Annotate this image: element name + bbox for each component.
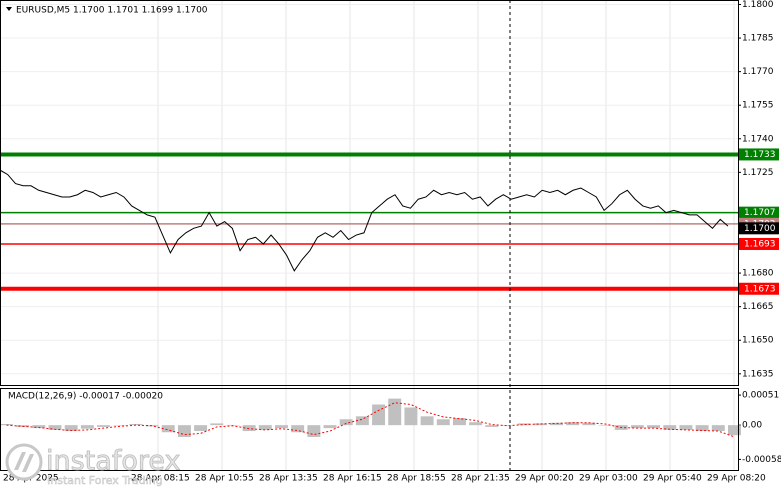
macd-bar <box>630 425 644 429</box>
y-tick-label: 1.1785 <box>742 34 774 44</box>
y-tick-label: 1.1635 <box>742 369 774 379</box>
macd-bar <box>258 425 272 430</box>
macd-bar <box>275 425 288 429</box>
y-tick-label: 1.1770 <box>742 67 774 77</box>
level-label-box <box>739 237 779 250</box>
macd-bar <box>113 425 127 426</box>
level-label: 1.1733 <box>744 150 776 160</box>
logo-stripes <box>14 452 34 472</box>
macd-bar <box>242 425 256 432</box>
level-label-box <box>739 222 779 235</box>
macd-bar <box>64 425 78 432</box>
level-label-box <box>739 206 779 219</box>
macd-bar <box>32 425 46 429</box>
macd-bar <box>291 425 305 433</box>
macd-bar <box>129 423 143 426</box>
y-tick-label: 1.1755 <box>742 101 774 111</box>
x-tick-label: 28 Apr 10:55 <box>195 474 254 484</box>
y-tick-label: 1.1650 <box>742 336 774 346</box>
macd-bar <box>728 425 741 436</box>
watermark-tagline: Instant Forex Trading <box>47 474 163 487</box>
y-tick-label: 0.00051 <box>742 391 779 401</box>
macd-bar <box>80 425 94 429</box>
macd-bar <box>647 425 661 429</box>
y-tick-label: 1.1800 <box>742 0 774 10</box>
macd-bar <box>550 422 563 426</box>
y-tick-label: 1.1725 <box>742 168 774 178</box>
macd-frame <box>0 388 739 471</box>
macd-bar <box>97 425 111 427</box>
macd-bar <box>582 422 596 426</box>
level-label: 1.1693 <box>744 239 776 249</box>
x-tick-label: 29 Apr 03:00 <box>579 474 638 484</box>
macd-bar <box>485 425 499 427</box>
x-tick-label: 28 Apr 16:15 <box>323 474 382 484</box>
macd-bar <box>307 425 321 437</box>
macd-bar <box>339 419 353 426</box>
x-tick-label: 28 Apr 08:15 <box>131 474 190 484</box>
macd-bar <box>355 416 369 426</box>
price-line <box>0 169 729 272</box>
macd-bar <box>194 425 208 432</box>
macd-bar <box>711 425 725 432</box>
macd-bar <box>145 425 159 427</box>
macd-title: MACD(12,26,9) -0.00017 -0.00020 <box>8 392 163 402</box>
macd-bar <box>388 398 402 426</box>
macd-bar <box>372 404 386 426</box>
logo: instaforex Instant Forex Trading <box>5 443 181 487</box>
macd-bar <box>663 425 677 430</box>
y-tick-label: -0.00058 <box>742 455 781 465</box>
y-tick-label: 1.1665 <box>742 302 774 312</box>
macd-bar <box>566 422 580 426</box>
x-tick-label: 29 Apr 08:20 <box>707 474 766 484</box>
x-tick-label: 29 Apr 00:20 <box>515 474 574 484</box>
x-tick-label: 28 Apr 13:35 <box>259 474 318 484</box>
macd-bar <box>598 425 612 426</box>
y-tick-label: 1.1680 <box>742 269 774 279</box>
menu-arrow <box>6 7 12 11</box>
x-tick-label: 28 Apr 21:35 <box>451 474 510 484</box>
macd-bar <box>452 418 466 426</box>
y-tick-label: 1.1740 <box>742 134 774 144</box>
price-frame <box>0 0 739 386</box>
macd-bar <box>210 423 224 426</box>
macd-bar <box>161 425 175 433</box>
macd-bar <box>323 425 337 429</box>
macd-bar <box>436 419 450 426</box>
macd-bar <box>177 425 191 437</box>
signal-line <box>6 402 735 438</box>
logo-circle <box>5 443 43 481</box>
macd-bar <box>420 416 434 426</box>
y-tick-label: 0.00 <box>742 421 762 431</box>
x-tick-label: 28 Apr 18:55 <box>387 474 446 484</box>
macd-bar <box>48 425 62 430</box>
level-label: 1.1707 <box>744 208 776 218</box>
level-label-box <box>739 148 779 161</box>
x-tick-label: 29 Apr 05:40 <box>643 474 702 484</box>
macd-bar <box>404 407 418 426</box>
watermark-brand: instaforex <box>46 446 180 477</box>
macd-bar <box>517 423 531 426</box>
macd-bar <box>679 425 693 430</box>
level-label: 1.1673 <box>744 284 776 294</box>
macd-bar <box>469 422 483 426</box>
macd-bar <box>695 425 709 432</box>
macd-bar <box>0 423 13 426</box>
macd-bar <box>501 425 515 426</box>
level-label-box <box>739 282 779 295</box>
level-label: 1.1700 <box>744 224 776 234</box>
macd-bar <box>533 423 547 426</box>
symbol-title: EURUSD,M5 1.1700 1.1701 1.1699 1.1700 <box>16 6 208 16</box>
